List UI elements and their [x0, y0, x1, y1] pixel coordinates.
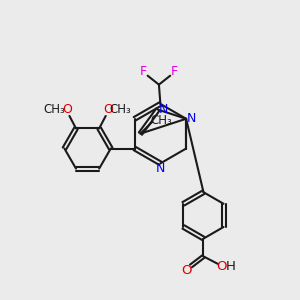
- Text: H: H: [225, 260, 235, 273]
- Text: F: F: [170, 65, 178, 78]
- Text: CH₃: CH₃: [110, 103, 131, 116]
- Text: F: F: [140, 65, 147, 78]
- Text: CH₃: CH₃: [44, 103, 65, 116]
- Text: CH₃: CH₃: [150, 114, 172, 127]
- Text: N: N: [158, 103, 168, 116]
- Text: O: O: [103, 103, 113, 116]
- Text: N: N: [156, 162, 165, 175]
- Text: O: O: [216, 260, 227, 273]
- Text: O: O: [62, 103, 72, 116]
- Text: N: N: [187, 112, 196, 125]
- Text: O: O: [181, 264, 192, 277]
